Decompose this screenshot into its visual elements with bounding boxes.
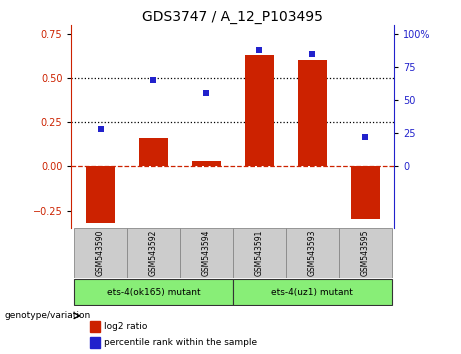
Text: GSM543592: GSM543592 (149, 230, 158, 276)
Point (150, 77, 157, 83)
Bar (245, 55, 274, 166)
Text: percentile rank within the sample: percentile rank within the sample (104, 338, 257, 347)
FancyBboxPatch shape (286, 228, 339, 278)
FancyBboxPatch shape (233, 279, 391, 305)
Text: GSM543595: GSM543595 (361, 230, 370, 276)
Point (255, 47, 263, 52)
FancyBboxPatch shape (74, 228, 127, 278)
FancyBboxPatch shape (74, 279, 233, 305)
Text: GSM543593: GSM543593 (307, 230, 317, 276)
FancyBboxPatch shape (127, 228, 180, 278)
FancyBboxPatch shape (233, 228, 286, 278)
Text: genotype/variation: genotype/variation (5, 311, 91, 320)
Point (361, 135, 369, 140)
Bar (298, 60, 327, 166)
Bar (90, 337, 100, 348)
Bar (86, 166, 115, 223)
Title: GDS3747 / A_12_P103495: GDS3747 / A_12_P103495 (142, 10, 323, 24)
Text: log2 ratio: log2 ratio (104, 322, 147, 331)
Text: ets-4(uz1) mutant: ets-4(uz1) mutant (271, 287, 353, 297)
Bar (192, 161, 221, 166)
Bar (90, 321, 100, 332)
FancyBboxPatch shape (339, 228, 391, 278)
Point (97, 126, 104, 132)
Bar (350, 166, 379, 219)
Text: GSM543590: GSM543590 (96, 230, 105, 276)
Text: GSM543594: GSM543594 (202, 230, 211, 276)
Point (203, 91, 210, 96)
Bar (139, 138, 168, 166)
Text: GSM543591: GSM543591 (255, 230, 264, 276)
Point (308, 51, 316, 56)
Text: ets-4(ok165) mutant: ets-4(ok165) mutant (106, 287, 200, 297)
FancyBboxPatch shape (180, 228, 233, 278)
